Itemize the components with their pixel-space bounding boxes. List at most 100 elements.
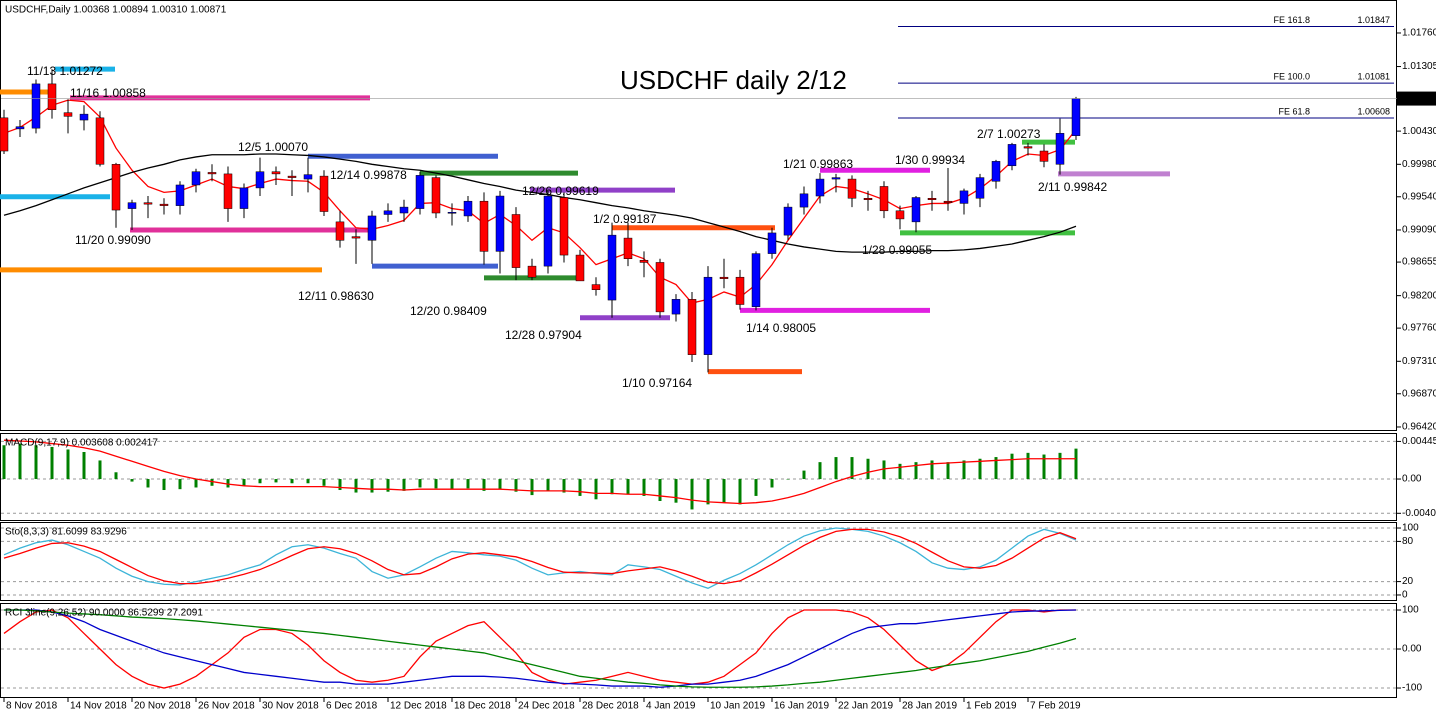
annotation: 12/5 1.00070 xyxy=(238,140,308,154)
x-tick-label: 20 Nov 2018 xyxy=(134,701,191,712)
candle-body xyxy=(767,232,777,254)
histogram-bar xyxy=(418,479,422,488)
y-tick-label: 0.004452 xyxy=(1402,436,1436,447)
annotation: 11/16 1.00858 xyxy=(70,86,146,100)
y-tick-label: 0.96870 xyxy=(1402,388,1436,399)
histogram-bar xyxy=(706,479,710,505)
candle-body xyxy=(447,212,457,214)
histogram-bar xyxy=(674,479,678,503)
histogram-bar xyxy=(82,452,86,480)
annotation: 1/10 0.97164 xyxy=(622,376,692,390)
histogram-bar xyxy=(642,479,646,496)
histogram-bar xyxy=(66,449,70,480)
histogram-bar xyxy=(530,479,534,496)
annotation: 1/2 0.99187 xyxy=(593,212,657,226)
candle-body xyxy=(863,198,873,200)
candle-body xyxy=(0,117,9,152)
histogram-bar xyxy=(930,460,934,480)
candle-body xyxy=(15,126,25,130)
x-tick-label: 10 Jan 2019 xyxy=(710,701,765,712)
x-tick-label: 26 Nov 2018 xyxy=(198,701,255,712)
histogram-bar xyxy=(402,479,406,491)
candle-body xyxy=(911,197,921,223)
annotation: 12/20 0.98409 xyxy=(410,304,487,318)
y-tick-label: 0.00 xyxy=(1402,474,1422,485)
annotation: 11/13 1.01272 xyxy=(27,64,103,78)
x-tick-label: 12 Dec 2018 xyxy=(390,701,447,712)
histogram-bar xyxy=(450,479,454,490)
histogram-bar xyxy=(2,445,6,480)
candle-body xyxy=(687,299,697,355)
histogram-bar xyxy=(210,479,214,486)
fibo-name: FE 100.0 xyxy=(1273,71,1310,81)
annotation: 1/30 0.99934 xyxy=(895,153,965,167)
histogram-bar xyxy=(482,479,486,491)
candle-body xyxy=(927,198,937,200)
y-tick-label: 0.97310 xyxy=(1402,356,1436,367)
annotation: 12/14 0.99878 xyxy=(330,168,407,182)
candle-body xyxy=(479,200,489,252)
y-tick-label: 0.99540 xyxy=(1402,191,1436,202)
y-tick-label: 100 xyxy=(1402,605,1419,616)
x-tick-label: 18 Dec 2018 xyxy=(454,701,511,712)
histogram-bar xyxy=(338,479,342,491)
last-price-label: 1.00871 xyxy=(1400,93,1436,104)
histogram-bar xyxy=(98,460,102,480)
histogram-bar xyxy=(882,460,886,480)
histogram-bar xyxy=(306,479,310,484)
annotation: 2/11 0.99842 xyxy=(1038,180,1108,194)
fibo-value: 1.01081 xyxy=(1357,71,1390,81)
candle-body xyxy=(463,200,473,217)
candle-body xyxy=(239,187,249,209)
candle-body xyxy=(31,83,41,129)
histogram-bar xyxy=(978,458,982,480)
x-tick-label: 6 Dec 2018 xyxy=(326,701,378,712)
y-tick-label: 0.99090 xyxy=(1402,225,1436,236)
histogram-bar xyxy=(1010,453,1014,480)
candle-body xyxy=(655,262,665,313)
candle-body xyxy=(751,253,761,307)
candle-body xyxy=(127,202,137,209)
candle-body xyxy=(1055,133,1065,165)
candle-body xyxy=(143,202,153,205)
histogram-bar xyxy=(514,479,518,492)
candle-body xyxy=(271,171,281,175)
histogram-bar xyxy=(258,479,262,484)
histogram-bar xyxy=(754,479,758,496)
candle-body xyxy=(607,234,617,301)
candle-body xyxy=(959,190,969,204)
x-tick-label: 4 Jan 2019 xyxy=(646,701,696,712)
candle-body xyxy=(287,175,297,178)
histogram-bar xyxy=(34,445,38,480)
annotation: 12/28 0.97904 xyxy=(505,328,582,342)
y-tick-label: 0.99980 xyxy=(1402,159,1436,170)
candle-body xyxy=(111,164,121,211)
histogram-bar xyxy=(194,479,198,488)
histogram-bar xyxy=(610,479,614,495)
pane-frame xyxy=(0,603,1397,698)
histogram-bar xyxy=(738,479,742,505)
candle-body xyxy=(735,276,745,305)
fibo-name: FE 161.8 xyxy=(1273,15,1310,25)
histogram-bar xyxy=(226,479,230,488)
histogram-bar xyxy=(1042,454,1046,480)
candle-body xyxy=(975,177,985,199)
histogram-bar xyxy=(50,446,54,480)
candle-body xyxy=(847,178,857,199)
candle-body xyxy=(335,221,345,241)
candle-body xyxy=(639,259,649,263)
candle-body xyxy=(63,112,73,117)
chart-title: USDCHF daily 2/12 xyxy=(620,65,847,95)
candle-body xyxy=(783,206,793,236)
pane-header: MACD(9,17,9) 0.003608 0.002417 xyxy=(5,438,158,449)
candle-body xyxy=(319,175,329,212)
histogram-bar xyxy=(322,479,326,486)
histogram-bar xyxy=(1058,452,1062,480)
candle-body xyxy=(1039,150,1049,162)
histogram-bar xyxy=(242,479,246,486)
candle-body xyxy=(47,83,57,110)
y-tick-label: 0.00 xyxy=(1402,644,1422,655)
candle-body xyxy=(799,193,809,208)
candle-body xyxy=(399,206,409,214)
x-tick-label: 28 Dec 2018 xyxy=(582,701,639,712)
